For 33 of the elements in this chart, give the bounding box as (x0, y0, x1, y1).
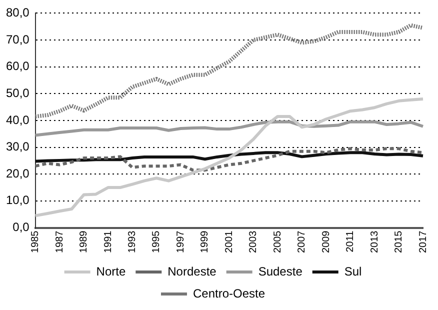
legend-label: Norte (96, 264, 126, 278)
x-tick-label: 1991 (102, 230, 114, 254)
y-tick-label: 80,0 (6, 6, 30, 20)
legend-label: Centro-Oeste (192, 286, 266, 300)
y-tick-label: 70,0 (6, 32, 30, 46)
x-tick-label: 2013 (369, 230, 380, 254)
legend-label: Nordeste (168, 264, 217, 278)
x-tick-label: 2001 (224, 230, 235, 254)
y-tick-label: 20,0 (6, 166, 30, 180)
line-series (33, 23, 425, 118)
x-tick-label: 2011 (345, 230, 356, 252)
x-tick-label: 1987 (54, 230, 66, 254)
x-tick-label: 1997 (175, 230, 186, 254)
x-tick-label: 2017 (418, 230, 429, 254)
x-tick-label: 2009 (320, 230, 332, 254)
x-tick-label: 2015 (394, 230, 405, 254)
line-series (34, 147, 424, 172)
y-tick-label: 60,0 (6, 59, 30, 74)
y-tick-label: 10,0 (6, 193, 30, 208)
y-tick-label: 0,0 (12, 220, 30, 234)
legend-label: Sudeste (258, 264, 303, 278)
x-tick-label: 1993 (127, 230, 138, 254)
x-tick-label: 2003 (248, 230, 260, 254)
y-tick-label: 30,0 (6, 140, 30, 154)
y-tick-label: 40,0 (6, 112, 30, 127)
x-tick-label: 2007 (296, 230, 308, 254)
x-tick-label: 1989 (78, 230, 90, 254)
x-tick-label: 1999 (200, 230, 211, 254)
x-tick-label: 1995 (151, 230, 162, 254)
x-tick-label: 2005 (272, 230, 284, 254)
x-tick-label: 1985 (30, 230, 42, 254)
y-tick-label: 50,0 (6, 86, 30, 100)
legend-label: Sul (344, 264, 362, 278)
